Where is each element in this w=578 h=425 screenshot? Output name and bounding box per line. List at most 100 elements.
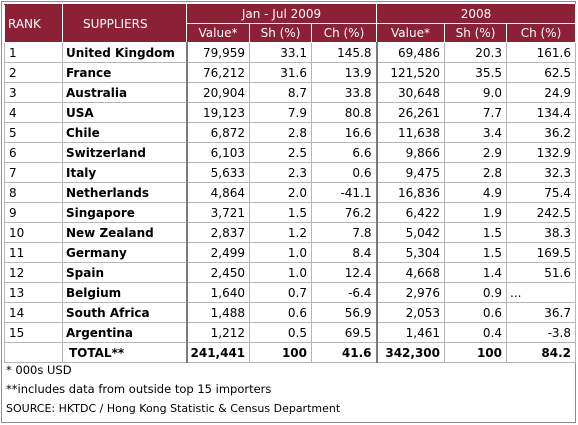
- change-current-cell: 12.4: [311, 262, 377, 283]
- value-prior-cell: 26,261: [375, 102, 445, 123]
- total-change-current: 41.6: [311, 342, 377, 363]
- table-row: 6 Switzerland 6,103 2.5 6.6 9,866 2.9 132.9: [4, 142, 576, 163]
- share-prior-cell: 4.9: [444, 182, 507, 203]
- change-prior-cell: 75.4: [506, 182, 576, 203]
- footnotes: * 000s USD **includes data from outside …: [6, 361, 340, 418]
- table-row: 10 New Zealand 2,837 1.2 7.8 5,042 1.5 38.3: [4, 222, 576, 243]
- share-current-cell: 1.0: [249, 242, 312, 263]
- share-current-cell: 1.2: [249, 222, 312, 243]
- change-prior-cell: 24.9: [506, 82, 576, 103]
- table-row: 9 Singapore 3,721 1.5 76.2 6,422 1.9 242.5: [4, 202, 576, 223]
- share-prior-cell: 20.3: [444, 42, 507, 63]
- change-current-cell: 6.6: [311, 142, 377, 163]
- rank-cell: 13: [4, 282, 63, 303]
- change-current-cell: 80.8: [311, 102, 377, 123]
- value-prior-cell: 6,422: [375, 202, 445, 223]
- value-current-cell: 1,212: [185, 322, 250, 343]
- share-prior-cell: 0.4: [444, 322, 507, 343]
- total-label: TOTAL**: [62, 342, 187, 363]
- value-current-cell: 2,499: [185, 242, 250, 263]
- total-row: TOTAL** 241,441 100 41.6 342,300 100 84.…: [4, 342, 576, 363]
- change-prior-cell: 51.6: [506, 262, 576, 283]
- supplier-name: Singapore: [62, 202, 187, 223]
- supplier-name: Switzerland: [62, 142, 187, 163]
- table-row: 1 United Kingdom 79,959 33.1 145.8 69,486 20.3…: [4, 42, 576, 63]
- value-prior-cell: 9,866: [375, 142, 445, 163]
- share-prior-cell: 1.9: [444, 202, 507, 223]
- supplier-name: Netherlands: [62, 182, 187, 203]
- table-row: 4 USA 19,123 7.9 80.8 26,261 7.7 134.4: [4, 102, 576, 123]
- table-row: 13 Belgium 1,640 0.7 -6.4 2,976 0.9...: [4, 282, 576, 303]
- change-current-cell: 33.8: [311, 82, 377, 103]
- source-note: SOURCE: HKTDC / Hong Kong Statistic & Ce…: [6, 402, 341, 415]
- period-prior-header: 2008: [376, 4, 576, 24]
- rank-cell: 15: [4, 322, 63, 343]
- suppliers-table: RANK SUPPLIERS Jan - Jul 2009 2008 Value…: [4, 4, 576, 363]
- table-row: 15 Argentina 1,212 0.5 69.5 1,461 0.4 -3.8: [4, 322, 576, 343]
- change-current-cell: 69.5: [311, 322, 377, 343]
- share-current-cell: 0.5: [249, 322, 312, 343]
- change-prior-cell: 161.6: [506, 42, 576, 63]
- value-prior-cell: 30,648: [375, 82, 445, 103]
- value-current-cell: 4,864: [185, 182, 250, 203]
- change-current-cell: 0.6: [311, 162, 377, 183]
- rank-cell: 14: [4, 302, 63, 323]
- value-prior-cell: 5,304: [375, 242, 445, 263]
- share-current-cell: 1.0: [249, 262, 312, 283]
- value-current-cell: 6,103: [185, 142, 250, 163]
- share-current-cell: 1.5: [249, 202, 312, 223]
- change-current-header: Ch (%): [311, 23, 377, 43]
- value-current-cell: 20,904: [185, 82, 250, 103]
- rank-cell: 4: [4, 102, 63, 123]
- rank-cell: 11: [4, 242, 63, 263]
- supplier-name: Belgium: [62, 282, 187, 303]
- share-prior-cell: 35.5: [444, 62, 507, 83]
- total-value-current: 241,441: [185, 342, 250, 363]
- rank-cell: 3: [4, 82, 63, 103]
- value-current-cell: 1,640: [185, 282, 250, 303]
- table-row: 2 France 76,212 31.6 13.9 121,520 35.5 62.5: [4, 62, 576, 83]
- change-prior-cell: 134.4: [506, 102, 576, 123]
- supplier-name: Australia: [62, 82, 187, 103]
- share-prior-cell: 0.6: [444, 302, 507, 323]
- change-current-cell: 76.2: [311, 202, 377, 223]
- total-share-current: 100: [249, 342, 312, 363]
- share-current-cell: 0.6: [249, 302, 312, 323]
- share-current-cell: 2.0: [249, 182, 312, 203]
- table-row: 7 Italy 5,633 2.3 0.6 9,475 2.8 32.3: [4, 162, 576, 183]
- rank-cell: 12: [4, 262, 63, 283]
- value-current-cell: 19,123: [185, 102, 250, 123]
- value-current-cell: 76,212: [185, 62, 250, 83]
- change-prior-header: Ch (%): [506, 23, 576, 43]
- share-current-cell: 7.9: [249, 102, 312, 123]
- change-prior-cell: 242.5: [506, 202, 576, 223]
- supplier-name: France: [62, 62, 187, 83]
- value-prior-cell: 16,836: [375, 182, 445, 203]
- rank-cell: 7: [4, 162, 63, 183]
- total-rank-cell: [4, 342, 63, 363]
- share-current-cell: 2.3: [249, 162, 312, 183]
- share-prior-cell: 9.0: [444, 82, 507, 103]
- change-current-cell: -41.1: [311, 182, 377, 203]
- value-current-cell: 3,721: [185, 202, 250, 223]
- supplier-name: New Zealand: [62, 222, 187, 243]
- value-current-cell: 5,633: [185, 162, 250, 183]
- supplier-name: USA: [62, 102, 187, 123]
- table-row: 11 Germany 2,499 1.0 8.4 5,304 1.5 169.5: [4, 242, 576, 263]
- share-current-cell: 2.8: [249, 122, 312, 143]
- table-row: 8 Netherlands 4,864 2.0 -41.1 16,836 4.9 75.4: [4, 182, 576, 203]
- value-prior-cell: 2,976: [375, 282, 445, 303]
- change-prior-cell: 36.7: [506, 302, 576, 323]
- supplier-name: United Kingdom: [62, 42, 187, 63]
- share-current-cell: 33.1: [249, 42, 312, 63]
- share-prior-header: Sh (%): [444, 23, 507, 43]
- change-prior-cell: 38.3: [506, 222, 576, 243]
- rank-header: RANK: [4, 4, 63, 43]
- total-change-prior: 84.2: [506, 342, 576, 363]
- table-body: 1 United Kingdom 79,959 33.1 145.8 69,486 20.3…: [4, 42, 576, 343]
- rank-cell: 8: [4, 182, 63, 203]
- share-prior-cell: 1.5: [444, 222, 507, 243]
- change-current-cell: 16.6: [311, 122, 377, 143]
- share-current-cell: 8.7: [249, 82, 312, 103]
- total-value-prior: 342,300: [375, 342, 445, 363]
